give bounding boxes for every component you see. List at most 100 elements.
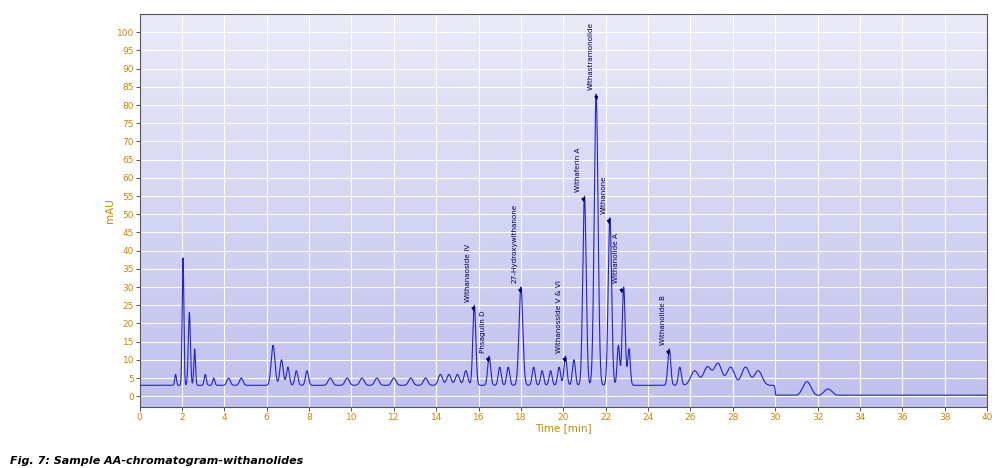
Bar — [140, 292, 987, 296]
Bar — [140, 308, 987, 312]
Bar — [140, 395, 987, 399]
Bar — [140, 225, 987, 228]
Bar — [140, 380, 987, 383]
Bar — [140, 14, 987, 18]
Bar — [140, 268, 987, 272]
Text: Withastramonolide: Withastramonolide — [588, 22, 597, 99]
Bar — [140, 280, 987, 284]
Bar — [140, 249, 987, 252]
Bar — [140, 117, 987, 121]
Bar — [140, 260, 987, 264]
Bar — [140, 121, 987, 125]
Bar — [140, 372, 987, 375]
Bar — [140, 18, 987, 22]
Bar — [140, 304, 987, 308]
Bar — [140, 316, 987, 320]
Bar — [140, 241, 987, 244]
Bar — [140, 58, 987, 62]
Text: Withanolide B: Withanolide B — [660, 295, 670, 354]
Bar — [140, 70, 987, 73]
Bar — [140, 137, 987, 141]
Bar — [140, 296, 987, 300]
Bar — [140, 173, 987, 177]
Bar — [140, 94, 987, 97]
Bar — [140, 403, 987, 407]
Bar — [140, 340, 987, 344]
Bar — [140, 22, 987, 26]
Bar — [140, 193, 987, 197]
Bar — [140, 375, 987, 380]
Bar — [140, 383, 987, 388]
Bar — [140, 209, 987, 212]
Text: Withanone: Withanone — [601, 176, 610, 223]
Bar — [140, 344, 987, 348]
Bar — [140, 328, 987, 332]
Bar — [140, 141, 987, 145]
Bar — [140, 217, 987, 220]
Bar — [140, 264, 987, 268]
Bar — [140, 288, 987, 292]
Bar — [140, 332, 987, 336]
Bar — [140, 272, 987, 276]
Bar — [140, 86, 987, 89]
Bar — [140, 244, 987, 249]
Bar — [140, 391, 987, 395]
Bar — [140, 388, 987, 391]
Bar — [140, 351, 987, 356]
Text: Withaferin A: Withaferin A — [575, 148, 584, 201]
Bar — [140, 181, 987, 185]
Bar — [140, 320, 987, 324]
Bar — [140, 185, 987, 189]
Bar — [140, 89, 987, 94]
Text: Withanolide A: Withanolide A — [613, 234, 623, 292]
Bar — [140, 284, 987, 288]
Bar — [140, 129, 987, 133]
Bar — [140, 145, 987, 149]
Bar — [140, 236, 987, 241]
Bar — [140, 312, 987, 316]
Bar — [140, 324, 987, 328]
Bar — [140, 233, 987, 236]
Bar — [140, 276, 987, 280]
Text: Fig. 7: Sample AA-chromatogram-withanolides: Fig. 7: Sample AA-chromatogram-withanoli… — [10, 456, 303, 466]
Bar — [140, 161, 987, 165]
Bar — [140, 252, 987, 256]
Bar — [140, 228, 987, 233]
Bar — [140, 300, 987, 304]
Bar — [140, 113, 987, 117]
Bar — [140, 66, 987, 70]
Bar — [140, 50, 987, 54]
Text: Withanaoside IV: Withanaoside IV — [466, 243, 475, 310]
Bar — [140, 26, 987, 30]
Bar — [140, 256, 987, 260]
Bar — [140, 30, 987, 34]
Bar — [140, 356, 987, 359]
Bar — [140, 165, 987, 169]
Bar — [140, 54, 987, 58]
Bar — [140, 133, 987, 137]
Bar — [140, 97, 987, 102]
Bar — [140, 102, 987, 105]
Bar — [140, 62, 987, 66]
Bar — [140, 359, 987, 364]
Bar — [140, 34, 987, 38]
Bar — [140, 46, 987, 50]
Bar — [140, 78, 987, 81]
Bar — [140, 110, 987, 113]
Bar — [140, 105, 987, 110]
Bar — [140, 153, 987, 157]
Bar — [140, 201, 987, 205]
Text: 27-Hydroxywithanone: 27-Hydroxywithanone — [511, 204, 521, 292]
Bar — [140, 197, 987, 201]
Bar — [140, 149, 987, 153]
Text: Phsagulin D: Phsagulin D — [480, 310, 490, 361]
Text: Withanosside V & VI: Withanosside V & VI — [556, 280, 566, 361]
Bar — [140, 348, 987, 351]
Bar — [140, 364, 987, 367]
Bar — [140, 220, 987, 225]
Bar — [140, 205, 987, 209]
Bar — [140, 157, 987, 161]
Bar — [140, 367, 987, 372]
Bar — [140, 177, 987, 181]
Bar — [140, 169, 987, 173]
